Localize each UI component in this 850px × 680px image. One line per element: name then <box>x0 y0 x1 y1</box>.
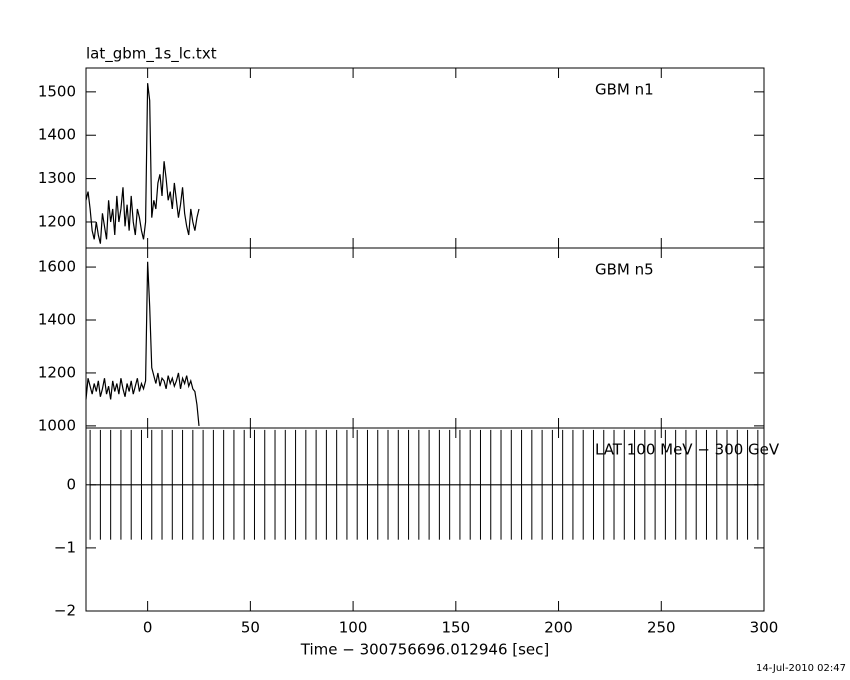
data-line <box>85 83 200 244</box>
series-label: LAT 100 MeV − 300 GeV <box>595 441 780 459</box>
y-tick-label: 0 <box>66 475 76 493</box>
y-tick-label: 1200 <box>38 212 76 230</box>
plot-frame <box>85 427 765 612</box>
x-tick-label: 100 <box>339 619 368 637</box>
chart-title: lat_gbm_1s_lc.txt <box>86 45 217 64</box>
plot-frame <box>85 67 765 249</box>
x-tick-label: 50 <box>241 619 260 637</box>
series-label: GBM n1 <box>595 81 654 99</box>
x-tick-label: 200 <box>544 619 573 637</box>
y-tick-label: 1500 <box>38 82 76 100</box>
x-tick-label: 0 <box>143 619 153 637</box>
timestamp: 14-Jul-2010 02:47 <box>756 663 846 674</box>
x-tick-label: 250 <box>647 619 676 637</box>
y-tick-label: 1600 <box>38 258 76 276</box>
y-tick-label: 1000 <box>38 416 76 434</box>
y-tick-label: 1200 <box>38 363 76 381</box>
x-tick-label: 150 <box>441 619 470 637</box>
x-axis-label: Time − 300756696.012946 [sec] <box>300 641 550 659</box>
plot-frame <box>85 247 765 429</box>
x-tick-label: 300 <box>750 619 779 637</box>
y-tick-label: 1400 <box>38 311 76 329</box>
data-line <box>85 261 200 426</box>
y-tick-label: 1400 <box>38 126 76 144</box>
y-tick-label: −2 <box>54 602 76 620</box>
y-tick-label: 1300 <box>38 169 76 187</box>
y-tick-label: −1 <box>54 538 76 556</box>
series-label: GBM n5 <box>595 261 654 279</box>
